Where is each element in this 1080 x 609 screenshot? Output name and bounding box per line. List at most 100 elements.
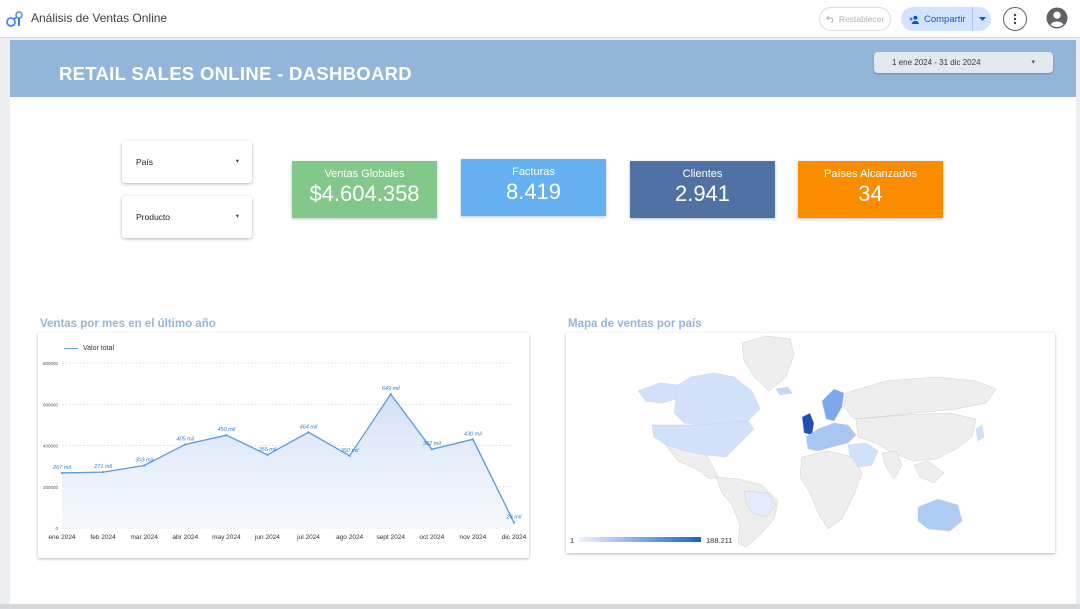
kpi-value: 2.941: [674, 181, 731, 206]
map-region-usa: [651, 420, 755, 458]
map-scale-min: 1: [570, 536, 575, 545]
account-avatar-icon[interactable]: [1046, 7, 1068, 29]
kpi-value: 8.419: [505, 179, 562, 204]
data-label: 303 mil: [135, 458, 154, 464]
map-region-scandinavia: [821, 388, 845, 422]
dropdown-arrow-icon: ▾: [235, 158, 239, 165]
data-point: [184, 443, 187, 446]
date-range-label: 1 ene 2024 - 31 dic 2024: [892, 58, 981, 67]
reset-button-label: Restablecer: [838, 14, 885, 24]
y-tick-label: 800000: [43, 361, 59, 366]
share-button[interactable]: Compartir: [901, 7, 973, 31]
data-point: [143, 464, 146, 467]
monthly-sales-chart[interactable]: Valor total 0 200000 400000 600000 800000 267…: [38, 333, 529, 558]
kpi-value: 34: [858, 181, 883, 206]
map-region-iceland: [775, 386, 793, 396]
product-filter[interactable]: Producto ▾: [122, 196, 252, 238]
more-vert-icon: [1013, 13, 1017, 25]
kpi-countries: Países Alcanzados 34: [798, 161, 943, 218]
y-tick-label: 0: [55, 526, 58, 531]
caret-down-icon: [978, 17, 986, 21]
kpi-label: Facturas: [512, 166, 555, 178]
chart-legend: Valor total: [64, 345, 114, 352]
x-tick-label: abr 2024: [172, 534, 198, 541]
x-tick-label: mar 2024: [130, 534, 158, 541]
x-tick-label: ene 2024: [48, 534, 75, 541]
dashboard-title: RETAIL SALES ONLINE - DASHBOARD: [59, 63, 412, 84]
dropdown-arrow-icon: ▾: [235, 213, 239, 220]
report-title[interactable]: Análisis de Ventas Online: [31, 11, 168, 25]
series-area: [62, 394, 514, 528]
map-region-alaska: [637, 382, 679, 404]
x-tick-label: may 2024: [212, 534, 241, 541]
more-options-button[interactable]: [1003, 7, 1027, 31]
map-region-europe: [805, 422, 857, 452]
map-region-greenland: [741, 335, 795, 392]
data-label: 450 mil: [217, 427, 236, 433]
reset-button[interactable]: Restablecer: [819, 7, 891, 31]
series-line: [61, 393, 515, 523]
data-label: 382 mil: [423, 441, 442, 447]
world-map: [566, 333, 1055, 553]
x-tick-label: nov 2024: [460, 534, 487, 541]
data-label: 649 mil: [382, 386, 401, 392]
data-label: 350 mil: [341, 448, 360, 454]
kpi-label: Países Alcanzados: [824, 168, 917, 180]
product-filter-label: Producto: [136, 212, 171, 222]
data-point: [512, 521, 516, 524]
map-region-asia: [855, 412, 977, 462]
data-point: [348, 454, 351, 457]
legend-label: Valor total: [83, 345, 114, 352]
data-label: 267 mil: [52, 465, 72, 471]
x-tick-label: ago 2024: [336, 534, 363, 541]
kpi-invoices: Facturas 8.419: [461, 159, 606, 216]
undo-icon: [825, 15, 833, 23]
data-label: 430 mil: [464, 431, 483, 437]
map-region-india: [881, 450, 903, 480]
map-region-japan: [975, 424, 985, 442]
share-button-label: Compartir: [924, 13, 966, 25]
app-bar: Análisis de Ventas Online Restablecer Co…: [0, 0, 1080, 38]
country-filter[interactable]: País ▾: [122, 141, 252, 183]
x-tick-label: jun 2024: [254, 534, 280, 541]
date-range-picker[interactable]: 1 ene 2024 - 31 dic 2024 ▾: [874, 52, 1053, 73]
data-label: 464 mil: [300, 424, 319, 430]
kpi-value: $4.604.358: [309, 181, 420, 206]
data-label: 26 mil: [506, 515, 522, 521]
data-point: [60, 471, 64, 475]
data-label: 405 mil: [176, 436, 195, 442]
kpi-label: Ventas Globales: [324, 168, 405, 180]
x-tick-label: oct 2024: [419, 534, 444, 541]
x-tick-label: sept 2024: [376, 534, 405, 541]
map-scale-max: 188.211: [706, 536, 733, 545]
data-point: [225, 434, 228, 437]
data-point: [266, 453, 269, 456]
share-button-group: Compartir: [901, 7, 991, 31]
bottom-scrollbar[interactable]: [0, 604, 1080, 609]
chart-section-title: Ventas por mes en el último año: [40, 318, 216, 330]
x-tick-label: jul 2024: [296, 534, 320, 541]
sales-map[interactable]: 1 188.211: [566, 333, 1055, 553]
share-options-button[interactable]: [973, 17, 991, 21]
country-filter-label: País: [136, 157, 154, 167]
add-person-icon: [909, 15, 919, 24]
x-tick-label: feb 2024: [90, 534, 116, 541]
map-color-scale: [579, 537, 701, 542]
map-section-title: Mapa de ventas por país: [568, 318, 702, 330]
dropdown-arrow-icon: ▾: [1031, 59, 1035, 66]
map-region-brazil: [743, 490, 777, 518]
data-label: 271 mil: [93, 464, 113, 470]
map-region-australia: [917, 498, 963, 532]
map-region-russia: [843, 376, 997, 420]
kpi-global-sales: Ventas Globales $4.604.358: [292, 161, 437, 218]
map-region-africa: [799, 450, 863, 530]
kpi-label: Clientes: [682, 168, 723, 180]
y-tick-label: 600000: [43, 402, 59, 407]
y-tick-label: 200000: [43, 485, 59, 490]
data-point: [101, 471, 105, 474]
header-band: RETAIL SALES ONLINE - DASHBOARD 1 ene 20…: [10, 40, 1076, 97]
data-point: [389, 393, 392, 396]
looker-studio-logo-icon: [6, 11, 23, 27]
data-point: [471, 438, 475, 441]
map-region-southeast-asia: [913, 460, 945, 484]
